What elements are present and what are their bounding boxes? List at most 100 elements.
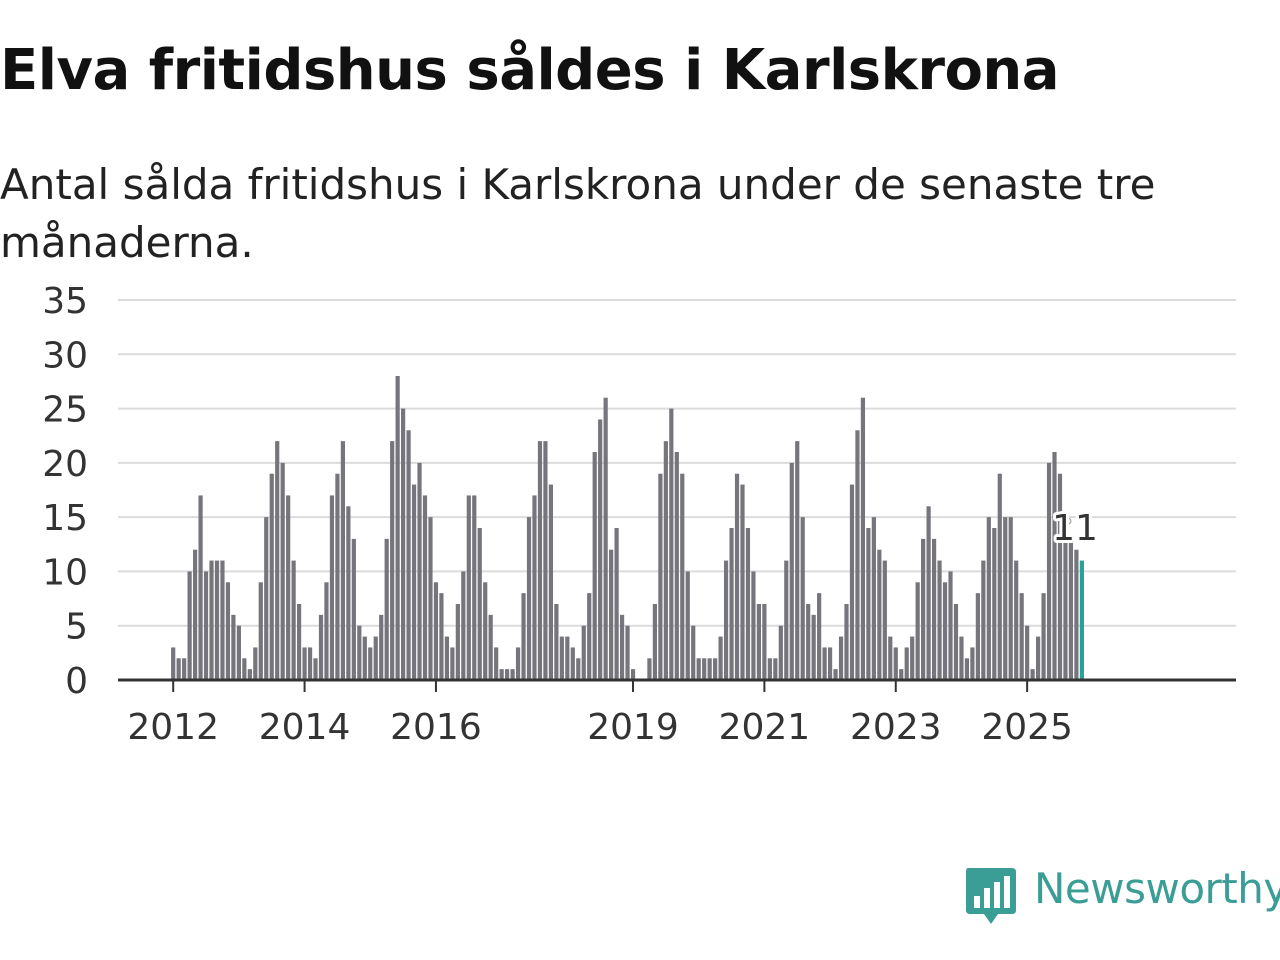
bar	[603, 397, 608, 680]
bar	[833, 669, 838, 680]
x-tick-label: 2016	[390, 707, 482, 748]
bar	[346, 506, 351, 680]
bar	[937, 560, 942, 680]
x-tick-label: 2014	[259, 707, 351, 748]
bar	[756, 604, 762, 680]
bar	[1003, 517, 1008, 680]
bar	[975, 593, 980, 680]
bar	[171, 647, 176, 680]
chart-title: Elva fritidshus såldes i Karlskrona	[0, 38, 1060, 103]
annotation-marker	[1064, 517, 1072, 525]
y-tick-label: 0	[65, 661, 88, 702]
newsworthy-logo-text: Newsworthy	[1034, 864, 1280, 913]
bar	[691, 625, 696, 680]
bar	[658, 473, 663, 680]
bar	[1057, 473, 1063, 680]
bar	[773, 658, 778, 680]
y-tick-label: 5	[65, 607, 88, 648]
bar	[247, 669, 252, 680]
bar	[910, 636, 915, 680]
bar	[1008, 517, 1013, 680]
bar	[362, 636, 367, 680]
bar	[329, 495, 335, 680]
bar	[324, 582, 329, 680]
x-axis-ticks: 2012 2014 2016 2019 2021 2023 2025	[127, 680, 1073, 748]
bar	[970, 647, 975, 680]
x-tick-label: 2023	[850, 707, 942, 748]
bar	[685, 571, 690, 680]
bar	[762, 604, 767, 680]
x-tick-label: 2021	[719, 707, 811, 748]
bar	[231, 614, 236, 680]
bar	[981, 560, 986, 680]
bar	[1052, 452, 1057, 680]
bar	[1019, 593, 1024, 680]
x-tick-label: 2019	[587, 707, 679, 748]
x-tick-label: 2012	[127, 707, 219, 748]
bar	[1030, 669, 1035, 680]
bar	[570, 647, 575, 680]
bars	[171, 376, 1084, 680]
bar	[351, 538, 356, 680]
bar	[187, 571, 192, 680]
bar	[1074, 549, 1079, 680]
bar	[734, 473, 740, 680]
bar	[860, 397, 866, 680]
annotation-label: 11	[1052, 508, 1098, 549]
bar	[559, 636, 564, 680]
bar	[307, 647, 313, 680]
bar	[931, 538, 937, 680]
y-tick-label: 10	[42, 552, 88, 593]
bar	[614, 528, 619, 680]
bar	[554, 604, 559, 680]
bar	[286, 495, 291, 680]
bar	[537, 441, 543, 680]
bar	[647, 658, 652, 680]
bar	[510, 669, 515, 680]
bar	[417, 462, 422, 680]
bar	[915, 582, 920, 680]
bar	[855, 430, 860, 680]
bar	[275, 441, 280, 680]
bar	[176, 658, 181, 680]
bar	[477, 528, 482, 680]
bar	[587, 593, 592, 680]
bar	[368, 647, 373, 680]
bar	[1035, 636, 1041, 680]
bar	[472, 495, 477, 680]
newsworthy-logo: Newsworthy	[964, 864, 1280, 928]
bar	[822, 647, 827, 680]
bar	[877, 549, 882, 680]
bar	[959, 636, 964, 680]
bar	[494, 647, 499, 680]
bar	[767, 658, 772, 680]
bar-latest	[1079, 560, 1084, 680]
bar	[411, 484, 417, 680]
y-tick-label: 20	[42, 444, 88, 485]
chart-subtitle: Antal sålda fritidshus i Karlskrona unde…	[0, 160, 1156, 267]
bar	[340, 441, 345, 680]
bar	[625, 625, 630, 680]
bar	[1063, 528, 1068, 680]
bar	[899, 669, 904, 680]
bar	[269, 473, 274, 680]
newsworthy-logo-icon	[966, 868, 1016, 924]
bar	[384, 538, 389, 680]
bar	[619, 614, 625, 680]
bar	[433, 582, 439, 680]
bar	[740, 484, 745, 680]
bar	[729, 528, 734, 680]
bar	[253, 647, 258, 680]
bar	[630, 669, 636, 680]
bar	[674, 452, 679, 680]
bar	[789, 462, 794, 680]
bar	[220, 560, 225, 680]
y-tick-label: 15	[42, 498, 88, 539]
bar	[811, 614, 816, 680]
bar	[505, 669, 510, 680]
bar	[357, 625, 362, 680]
bar	[439, 593, 444, 680]
bar	[297, 604, 302, 680]
bar	[707, 658, 712, 680]
